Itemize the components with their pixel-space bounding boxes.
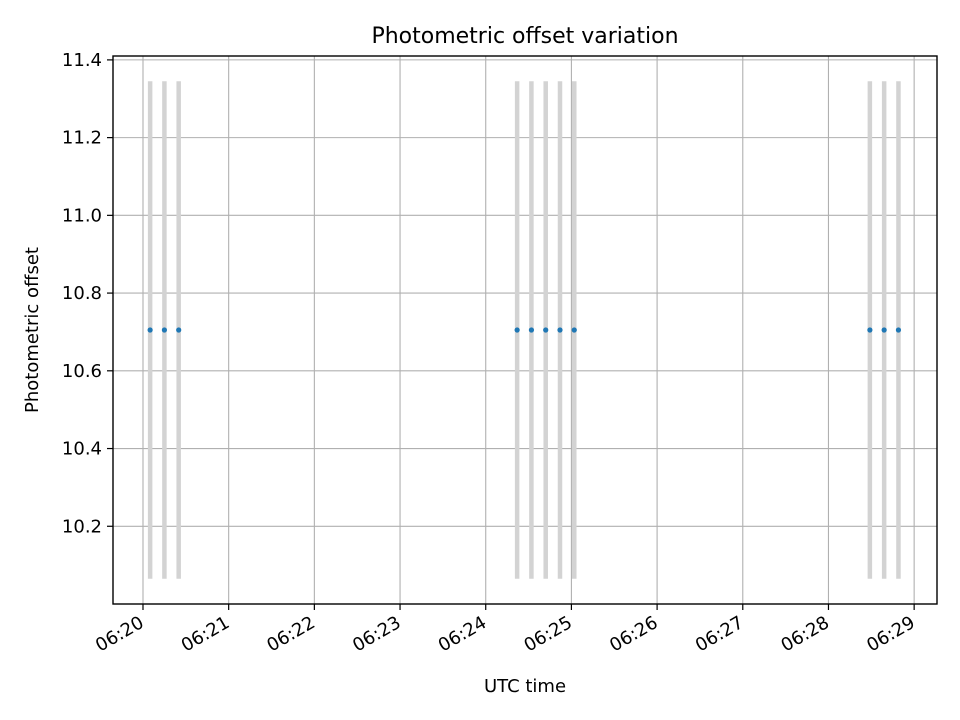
x-tick-label: 06:29: [863, 612, 918, 656]
data-point: [514, 327, 520, 333]
data-point: [895, 327, 902, 333]
plot-frame: [112, 55, 938, 605]
y-tick-label: 11.2: [62, 128, 102, 149]
x-axis-ticks: 06:20 06:21 06:22 06:23 06:24 06:25 06:26 06:27…: [92, 604, 919, 656]
x-tick-label: 06:25: [520, 612, 575, 656]
y-tick-label: 11.0: [62, 205, 102, 226]
x-tick-label: 06:27: [692, 612, 747, 656]
data-point: [867, 327, 873, 333]
data-points: [147, 327, 902, 333]
grid: [113, 56, 937, 604]
y-tick-label: 10.6: [62, 361, 102, 382]
data-point: [543, 327, 549, 333]
y-tick-label: 10.8: [62, 283, 102, 304]
x-tick-label: 06:20: [92, 612, 147, 656]
x-tick-label: 06:21: [178, 612, 233, 656]
data-point: [571, 327, 577, 333]
y-tick-label: 11.4: [62, 50, 102, 71]
x-tick-label: 06:28: [778, 612, 833, 656]
data-point: [557, 327, 563, 333]
y-tick-label: 10.2: [62, 516, 102, 537]
error-bars: [147, 81, 901, 579]
data-point: [881, 327, 887, 333]
data-point: [176, 327, 182, 333]
data-point: [161, 327, 168, 333]
x-tick-label: 06:23: [349, 612, 404, 656]
y-axis-label: Photometric offset: [22, 247, 43, 413]
data-point: [147, 327, 153, 333]
x-axis-label: UTC time: [484, 676, 566, 697]
x-tick-label: 06:22: [263, 612, 318, 656]
x-tick-label: 06:24: [435, 612, 490, 656]
y-axis-ticks: 10.2 10.4 10.6 10.8 11.0 11.2 11.4: [62, 50, 113, 537]
chart-title: Photometric offset variation: [371, 24, 678, 49]
x-tick-label: 06:26: [606, 612, 661, 656]
data-point: [528, 327, 535, 333]
y-tick-label: 10.4: [62, 439, 102, 460]
